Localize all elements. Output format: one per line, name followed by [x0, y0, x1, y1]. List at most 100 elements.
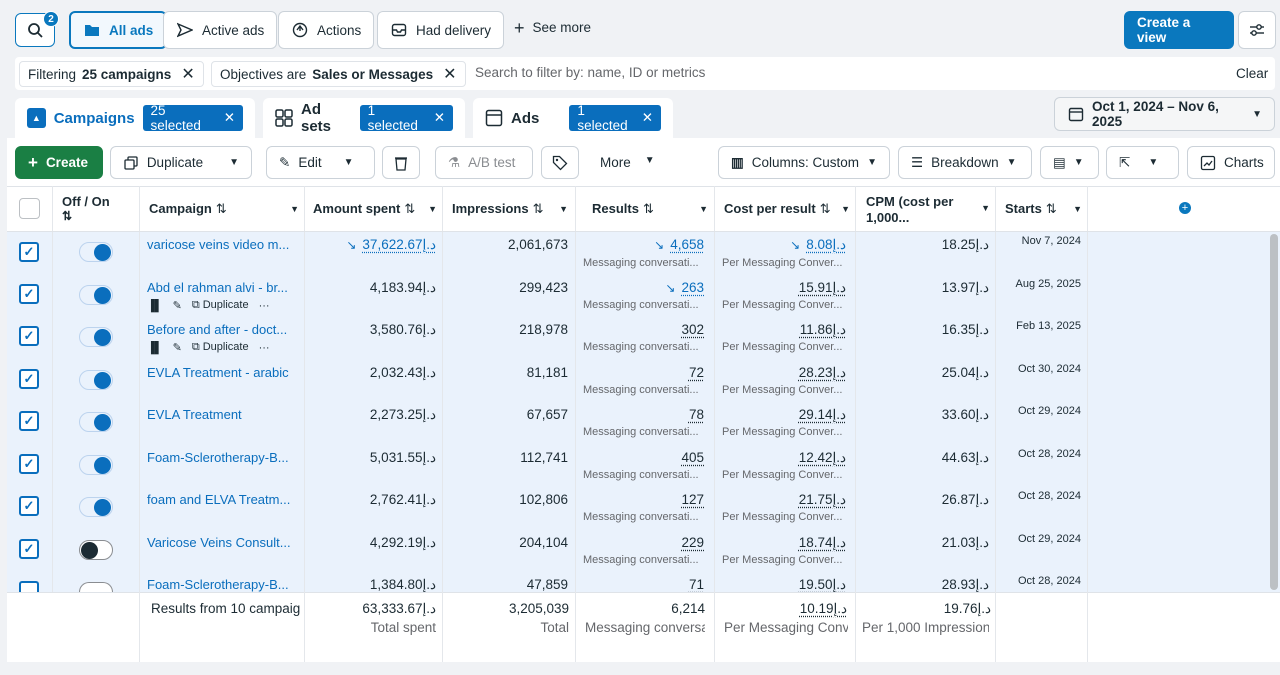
row-checkbox[interactable]: ✓ — [19, 284, 39, 304]
header-impressions[interactable]: Impressions ⇅ ▼ — [452, 186, 568, 232]
more-button[interactable]: More ▼ — [600, 155, 655, 170]
cost-value[interactable]: 19.50د.إ — [798, 577, 846, 592]
row-checkbox[interactable] — [19, 581, 39, 592]
delivery-toggle[interactable] — [79, 370, 113, 390]
duplicate-action[interactable]: ⧉ Duplicate — [192, 341, 249, 354]
columns-button[interactable]: ▥ Columns: Custom ▼ — [718, 146, 890, 179]
filter-chip-campaigns[interactable]: Filtering 25 campaigns ✕ — [19, 61, 204, 87]
header-starts[interactable]: Starts ⇅ ▼ — [1005, 186, 1082, 232]
delivery-toggle[interactable] — [79, 540, 113, 560]
vertical-scrollbar[interactable] — [1270, 234, 1278, 590]
breakdown-button[interactable]: ☰ Breakdown ▼ — [898, 146, 1032, 179]
table-row[interactable] — [7, 484, 1280, 526]
results-value[interactable]: 71 — [688, 577, 704, 592]
row-checkbox[interactable]: ✓ — [19, 411, 39, 431]
duplicate-action[interactable]: ⧉ Duplicate — [192, 299, 249, 312]
table-row[interactable] — [7, 442, 1280, 484]
cost-value[interactable]: 18.74د.إ — [798, 535, 846, 550]
results-value[interactable]: 127 — [681, 492, 704, 507]
close-icon[interactable]: ✕ — [181, 66, 195, 83]
row-checkbox[interactable]: ✓ — [19, 454, 39, 474]
row-checkbox[interactable]: ✓ — [19, 539, 39, 559]
delivery-toggle[interactable] — [79, 412, 113, 432]
more-options-icon[interactable]: ··· — [258, 299, 270, 312]
campaign-name-link[interactable]: foam and ELVA Treatm... — [147, 492, 291, 507]
duplicate-button[interactable]: Duplicate ▼ — [110, 146, 252, 179]
cost-value[interactable]: 12.42د.إ — [798, 450, 846, 465]
filter-chip-objectives[interactable]: Objectives are Sales or Messages ✕ — [211, 61, 466, 87]
table-row[interactable] — [7, 316, 1280, 358]
had-delivery-button[interactable]: Had delivery — [377, 11, 505, 49]
more-options-icon[interactable]: ··· — [258, 341, 270, 354]
results-value[interactable]: 302 — [681, 322, 704, 337]
campaign-name-link[interactable]: varicose veins video m... — [147, 237, 290, 252]
close-icon[interactable]: ✕ — [223, 110, 235, 125]
campaign-name-link[interactable]: EVLA Treatment - arabic — [147, 365, 289, 380]
table-row[interactable] — [7, 232, 1280, 274]
table-row[interactable] — [7, 358, 1280, 400]
campaign-name-link[interactable]: Foam-Sclerotherapy-B... — [147, 450, 289, 465]
all-ads-button[interactable]: All ads — [69, 11, 168, 49]
adsets-selected-pill[interactable]: 1 selected ✕ — [359, 103, 453, 133]
delivery-toggle[interactable] — [79, 285, 113, 305]
cost-value[interactable]: 29.14د.إ — [798, 407, 846, 422]
results-value[interactable]: 405 — [681, 450, 704, 465]
tab-ad-sets[interactable]: Ad sets 1 selected ✕ — [263, 98, 465, 138]
create-view-button[interactable]: Create a view — [1124, 11, 1234, 49]
bar-chart-icon[interactable]: ▐▌ — [147, 299, 163, 312]
actions-button[interactable]: Actions — [278, 11, 375, 49]
header-results[interactable]: Results ⇅ ▼ — [592, 186, 708, 232]
results-value[interactable]: 78 — [688, 407, 704, 422]
caret-down-icon[interactable]: ▼ — [343, 157, 354, 168]
table-row[interactable] — [7, 400, 1280, 442]
active-ads-button[interactable]: Active ads — [163, 11, 278, 49]
table-row[interactable] — [7, 568, 1280, 592]
row-checkbox[interactable]: ✓ — [19, 242, 39, 262]
campaign-name-link[interactable]: Abd el rahman alvi - br... — [147, 280, 288, 295]
delivery-toggle[interactable] — [79, 242, 113, 262]
header-amount-spent[interactable]: Amount spent ⇅ ▼ — [313, 186, 437, 232]
edit-button[interactable]: ✎ Edit ▼ — [266, 146, 375, 179]
add-column-icon[interactable]: + — [1179, 202, 1191, 214]
header-campaign[interactable]: Campaign ⇅ ▼ — [149, 186, 299, 232]
delivery-toggle[interactable] — [79, 455, 113, 475]
table-row[interactable] — [7, 274, 1280, 316]
delivery-toggle[interactable] — [79, 582, 113, 592]
pencil-icon[interactable]: ✎ — [172, 342, 182, 354]
campaign-name-link[interactable]: Varicose Veins Consult... — [147, 535, 291, 550]
tab-ads[interactable]: Ads 1 selected ✕ — [473, 98, 673, 138]
campaign-name-link[interactable]: Foam-Sclerotherapy-B... — [147, 577, 289, 592]
cost-value[interactable]: 15.91د.إ — [798, 280, 846, 295]
header-cpm[interactable]: CPM (cost per 1,000... ▼ — [866, 186, 990, 232]
close-icon[interactable]: ✕ — [641, 110, 653, 125]
select-all-checkbox[interactable] — [19, 198, 40, 219]
clear-filters-button[interactable]: Clear — [1236, 66, 1269, 81]
see-more-button[interactable]: + See more — [514, 19, 591, 37]
results-value[interactable]: 72 — [688, 365, 704, 380]
close-icon[interactable]: ✕ — [433, 110, 445, 125]
cost-value[interactable]: 8.08د.إ — [806, 237, 846, 252]
delivery-toggle[interactable] — [79, 327, 113, 347]
tag-button[interactable] — [541, 146, 579, 179]
pencil-icon[interactable]: ✎ — [172, 300, 182, 312]
caret-down-icon[interactable]: ▼ — [229, 157, 239, 168]
results-value[interactable]: 229 — [681, 535, 704, 550]
cost-value[interactable]: 11.86د.إ — [799, 322, 846, 337]
amount-spent-value[interactable]: 37,622.67د.إ — [362, 237, 436, 252]
table-row[interactable] — [7, 526, 1280, 568]
ab-test-button[interactable]: ⚗ A/B test — [435, 146, 533, 179]
results-value[interactable]: 4,658 — [670, 237, 704, 252]
settings-button[interactable] — [1238, 11, 1276, 49]
delete-button[interactable] — [382, 146, 420, 179]
results-value[interactable]: 263 — [681, 280, 704, 295]
date-range-picker[interactable]: Oct 1, 2024 – Nov 6, 2025 ▼ — [1054, 97, 1275, 131]
header-off-on[interactable]: Off / On ⇅ — [62, 180, 110, 226]
row-checkbox[interactable]: ✓ — [19, 496, 39, 516]
bar-chart-icon[interactable]: ▐▌ — [147, 341, 163, 354]
header-cost-per-result[interactable]: Cost per result ⇅ ▼ — [724, 186, 850, 232]
charts-button[interactable]: Charts — [1187, 146, 1275, 179]
export-button[interactable]: ⇱ ▼ — [1106, 146, 1179, 179]
campaign-name-link[interactable]: Before and after - doct... — [147, 322, 288, 337]
campaigns-selected-pill[interactable]: 25 selected ✕ — [142, 103, 243, 133]
close-icon[interactable]: ✕ — [443, 66, 457, 83]
